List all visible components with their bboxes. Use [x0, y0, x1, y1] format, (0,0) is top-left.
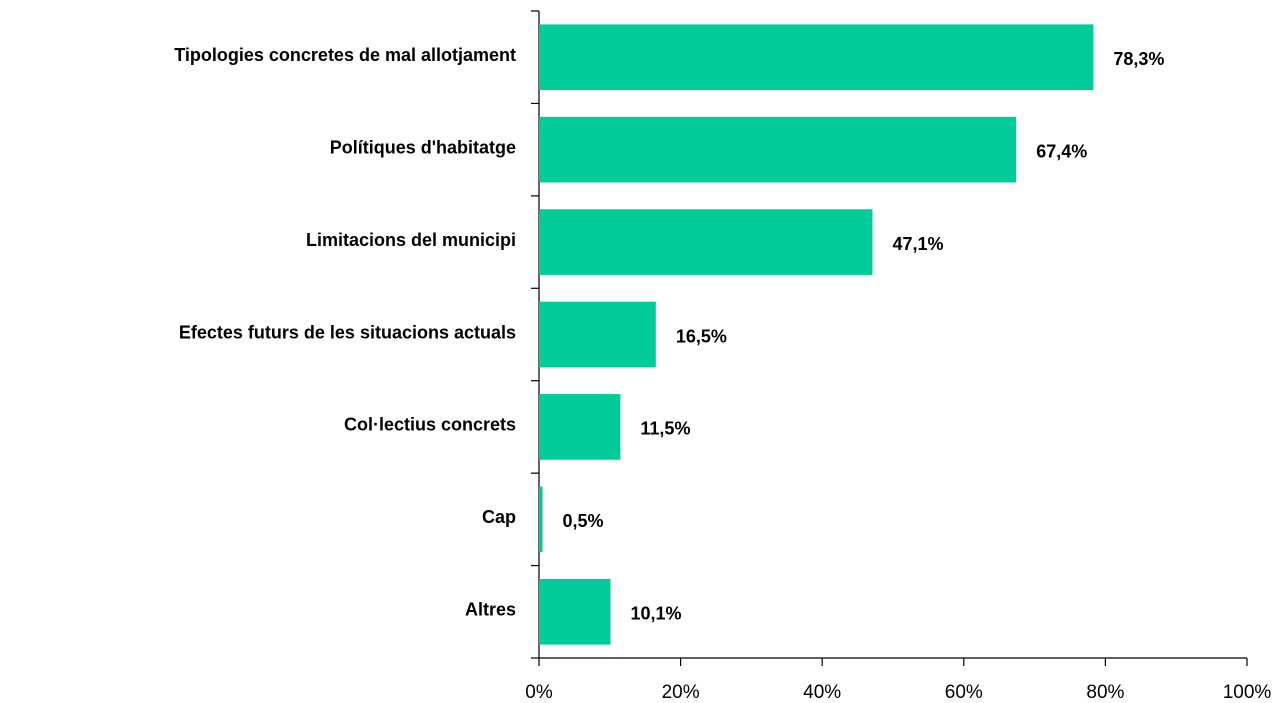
category-label: Tipologies concretes de mal allotjament	[174, 45, 516, 65]
category-label: Col·lectius concrets	[344, 415, 516, 435]
category-label: Limitacions del municipi	[306, 230, 516, 250]
bar	[539, 394, 621, 460]
x-tick-label: 80%	[1086, 682, 1124, 703]
value-label: 0,5%	[563, 511, 604, 531]
x-tick-label: 100%	[1223, 682, 1272, 703]
bar	[539, 486, 543, 553]
x-tick-label: 20%	[662, 682, 700, 703]
category-label: Polítiques d'habitatge	[330, 137, 516, 157]
bar	[539, 578, 611, 645]
value-label: 10,1%	[631, 604, 682, 624]
bar	[539, 24, 1094, 91]
value-label: 78,3%	[1113, 49, 1164, 69]
x-tick-label: 40%	[803, 682, 841, 703]
category-label: Cap	[482, 507, 516, 527]
category-label: Efectes futurs de les situacions actuals	[179, 322, 516, 342]
value-label: 11,5%	[640, 419, 690, 439]
x-tick-label: 60%	[945, 682, 983, 703]
bar	[539, 116, 1017, 183]
category-label: Altres	[465, 600, 516, 620]
x-tick-label: 0%	[525, 682, 553, 703]
value-label: 67,4%	[1036, 141, 1087, 161]
bar	[539, 301, 656, 368]
bar	[539, 209, 873, 275]
value-label: 47,1%	[892, 234, 943, 254]
value-label: 16,5%	[676, 326, 727, 346]
